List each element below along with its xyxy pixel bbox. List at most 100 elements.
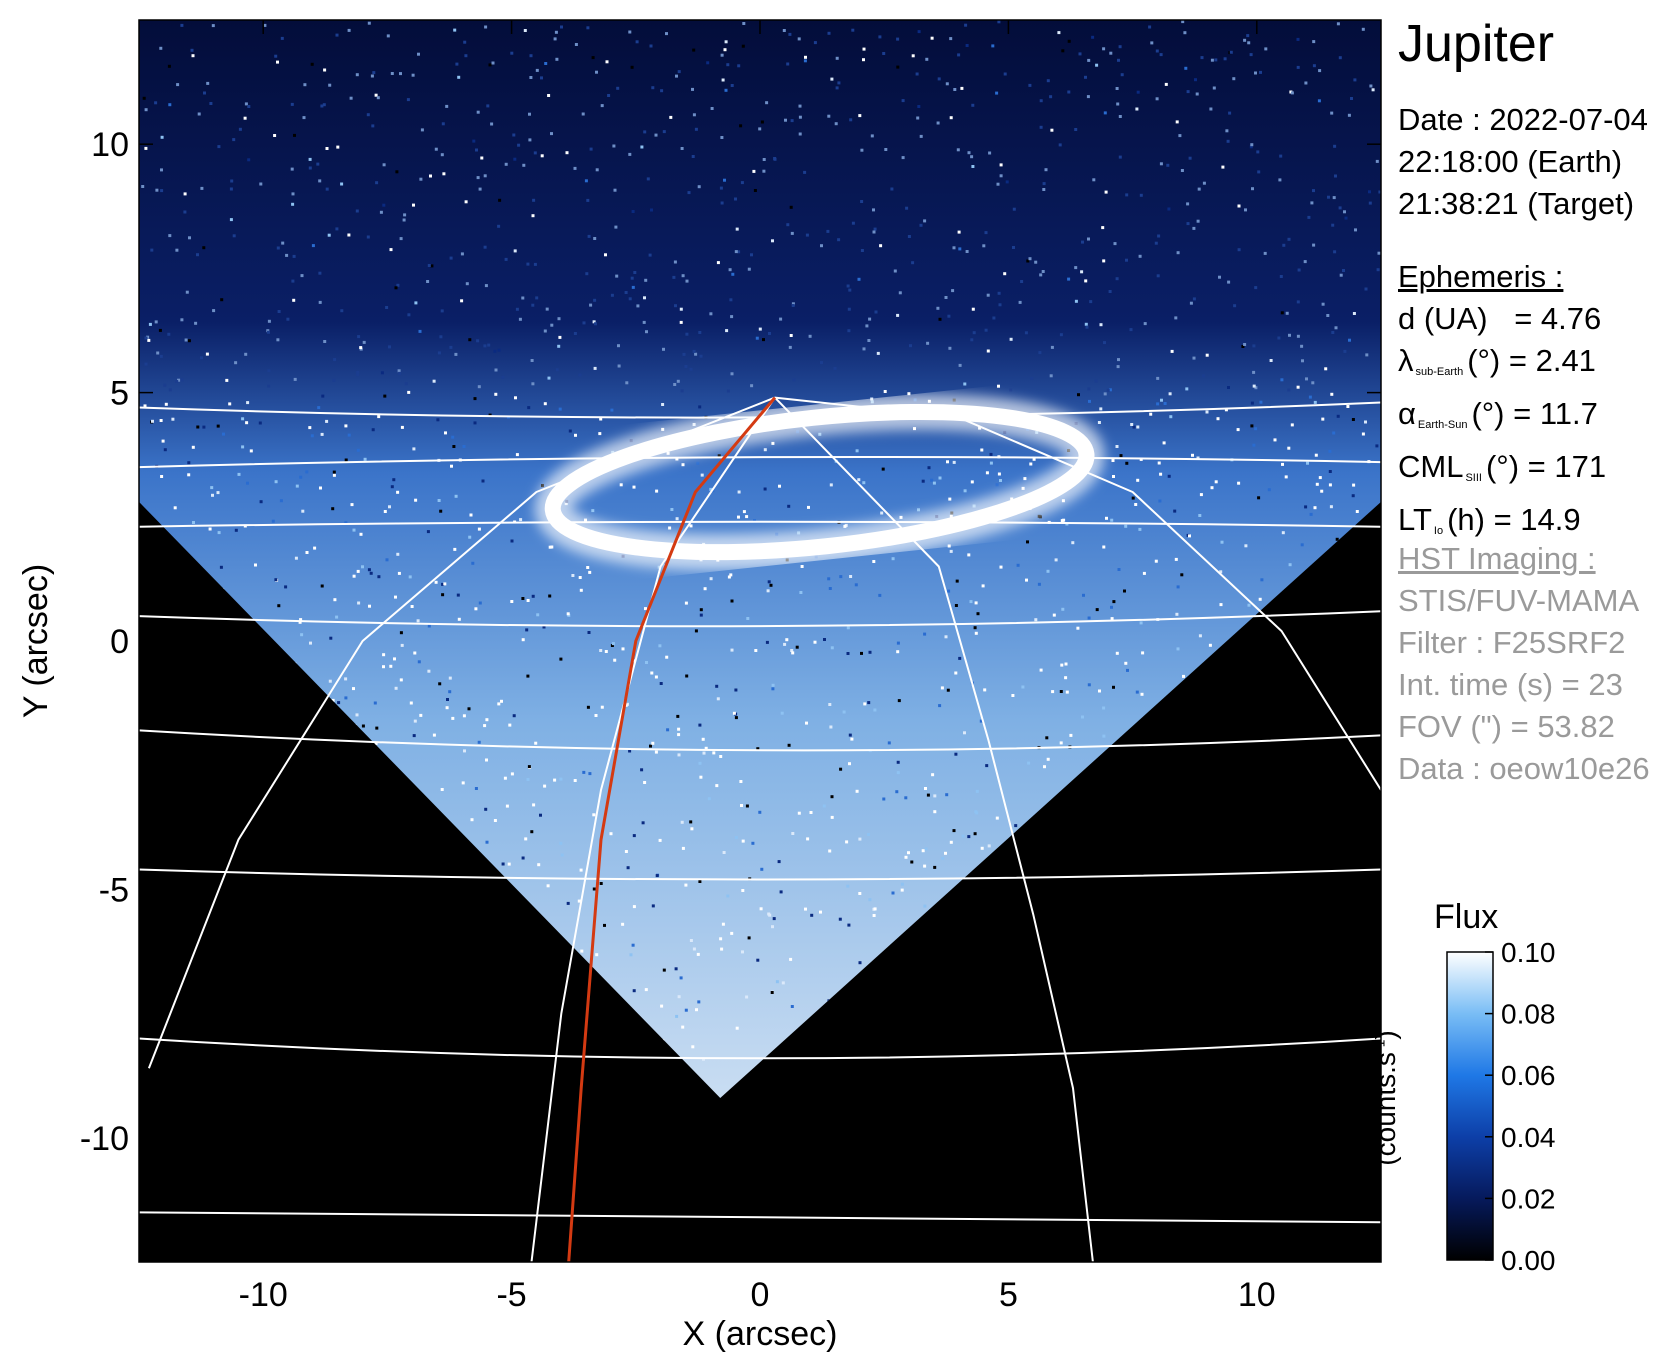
noise-speck xyxy=(1049,374,1053,378)
noise-speck xyxy=(209,102,213,105)
noise-speck xyxy=(1256,150,1260,154)
noise-speck xyxy=(1250,143,1254,147)
noise-speck xyxy=(1264,47,1268,51)
noise-speck xyxy=(927,466,931,470)
noise-speck xyxy=(1260,578,1264,582)
noise-speck xyxy=(1176,647,1180,651)
noise-speck xyxy=(944,851,947,855)
noise-speck xyxy=(259,182,263,186)
noise-speck xyxy=(1259,70,1262,74)
noise-speck xyxy=(739,124,743,128)
noise-speck xyxy=(419,177,423,181)
noise-speck xyxy=(730,648,734,652)
noise-speck xyxy=(1361,432,1365,436)
noise-speck xyxy=(467,707,471,711)
noise-speck xyxy=(732,711,736,715)
noise-speck xyxy=(954,752,958,756)
noise-speck xyxy=(1313,506,1317,510)
noise-speck xyxy=(971,307,975,311)
noise-speck xyxy=(702,1057,705,1061)
noise-speck xyxy=(1338,206,1342,210)
noise-speck xyxy=(196,253,199,257)
noise-speck xyxy=(872,914,876,917)
noise-speck xyxy=(1034,618,1038,622)
noise-speck xyxy=(592,320,596,324)
noise-speck xyxy=(740,804,743,807)
noise-speck xyxy=(1038,515,1042,519)
noise-speck xyxy=(974,601,978,605)
noise-speck xyxy=(356,448,360,452)
noise-speck xyxy=(1246,34,1250,38)
noise-speck xyxy=(474,787,478,790)
noise-speck xyxy=(284,585,288,589)
noise-speck xyxy=(320,104,324,108)
noise-speck xyxy=(1112,475,1115,478)
noise-speck xyxy=(1328,483,1332,487)
noise-speck xyxy=(485,758,488,762)
noise-speck xyxy=(1223,57,1227,61)
noise-speck xyxy=(397,571,401,575)
noise-speck xyxy=(879,244,883,248)
noise-speck xyxy=(493,349,497,353)
noise-speck xyxy=(1306,461,1309,465)
noise-speck xyxy=(745,804,749,808)
noise-speck xyxy=(867,833,870,836)
noise-speck xyxy=(437,499,441,502)
noise-speck xyxy=(1202,374,1205,378)
noise-speck xyxy=(526,778,530,781)
noise-speck xyxy=(1198,634,1202,638)
noise-speck xyxy=(617,344,620,348)
noise-speck xyxy=(1375,444,1379,448)
noise-speck xyxy=(337,701,341,705)
noise-speck xyxy=(1064,676,1068,680)
noise-speck xyxy=(1163,402,1167,405)
noise-speck xyxy=(1254,386,1258,390)
cml-value: = 171 xyxy=(1527,449,1607,484)
noise-speck xyxy=(243,116,247,120)
noise-speck xyxy=(827,31,831,35)
noise-speck xyxy=(1064,662,1068,666)
noise-speck xyxy=(692,947,696,951)
noise-speck xyxy=(1167,207,1171,211)
noise-speck xyxy=(917,508,920,512)
noise-speck xyxy=(780,711,784,715)
noise-speck xyxy=(512,133,516,137)
noise-speck xyxy=(418,329,422,333)
noise-speck xyxy=(880,511,884,515)
noise-speck xyxy=(1178,134,1182,138)
noise-speck xyxy=(1339,273,1343,277)
noise-speck xyxy=(377,575,381,579)
noise-speck xyxy=(568,429,572,433)
noise-speck xyxy=(544,62,548,65)
noise-speck xyxy=(469,513,473,517)
noise-speck xyxy=(643,130,647,134)
noise-speck xyxy=(1102,734,1106,738)
noise-speck xyxy=(941,856,945,860)
noise-speck xyxy=(1197,187,1201,191)
noise-speck xyxy=(436,418,440,422)
noise-speck xyxy=(1280,311,1284,315)
noise-speck xyxy=(1045,736,1049,740)
noise-speck xyxy=(399,237,403,241)
noise-speck xyxy=(1095,608,1099,612)
noise-speck xyxy=(924,787,927,790)
noise-speck xyxy=(382,665,385,669)
noise-speck xyxy=(581,112,585,116)
noise-speck xyxy=(1099,407,1103,411)
noise-speck xyxy=(449,256,453,260)
noise-speck xyxy=(1249,145,1253,149)
noise-speck xyxy=(905,206,909,210)
noise-speck xyxy=(1156,402,1160,406)
noise-speck xyxy=(1342,269,1345,272)
noise-speck xyxy=(396,490,400,494)
noise-speck xyxy=(677,733,681,737)
noise-speck xyxy=(765,640,769,644)
noise-speck xyxy=(1312,243,1316,247)
noise-speck xyxy=(691,1045,695,1049)
noise-speck xyxy=(971,165,975,168)
noise-speck xyxy=(651,741,655,745)
noise-speck xyxy=(808,334,812,338)
latitude-line xyxy=(139,455,1381,469)
noise-speck xyxy=(557,344,561,348)
noise-speck xyxy=(202,425,206,429)
